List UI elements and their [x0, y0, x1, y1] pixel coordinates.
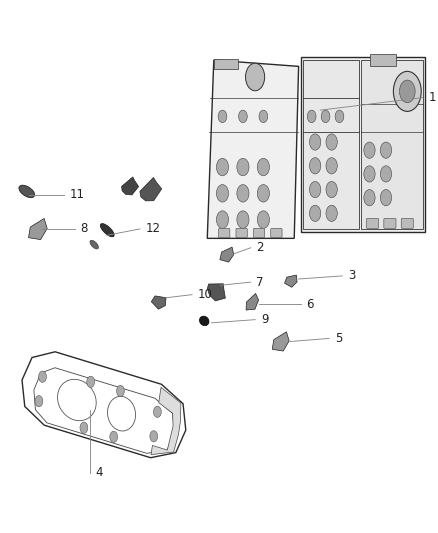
- Circle shape: [310, 181, 321, 198]
- FancyBboxPatch shape: [253, 228, 265, 238]
- Text: 6: 6: [307, 297, 314, 311]
- Text: 7: 7: [256, 276, 264, 289]
- Circle shape: [216, 211, 229, 228]
- Polygon shape: [220, 247, 234, 262]
- Circle shape: [80, 422, 88, 433]
- Circle shape: [335, 110, 344, 123]
- Circle shape: [257, 184, 269, 202]
- Polygon shape: [272, 332, 289, 351]
- Text: 2: 2: [256, 241, 264, 254]
- Circle shape: [218, 110, 227, 123]
- Circle shape: [237, 158, 249, 176]
- Circle shape: [364, 142, 375, 158]
- Polygon shape: [214, 60, 238, 69]
- Text: 10: 10: [198, 288, 212, 301]
- Ellipse shape: [199, 316, 209, 326]
- Circle shape: [239, 110, 247, 123]
- FancyBboxPatch shape: [219, 228, 230, 238]
- Circle shape: [364, 166, 375, 182]
- Circle shape: [39, 371, 46, 382]
- Circle shape: [246, 63, 265, 91]
- Polygon shape: [207, 60, 299, 238]
- Ellipse shape: [19, 185, 35, 198]
- Circle shape: [310, 205, 321, 222]
- Text: 11: 11: [69, 188, 85, 201]
- FancyBboxPatch shape: [367, 219, 378, 228]
- Text: 5: 5: [335, 332, 342, 345]
- Circle shape: [326, 134, 337, 150]
- Polygon shape: [285, 275, 297, 287]
- Circle shape: [364, 190, 375, 206]
- Circle shape: [326, 158, 337, 174]
- Text: 1: 1: [428, 91, 436, 104]
- Circle shape: [216, 184, 229, 202]
- Circle shape: [310, 134, 321, 150]
- Circle shape: [326, 181, 337, 198]
- Text: 4: 4: [95, 466, 103, 479]
- Circle shape: [257, 211, 269, 228]
- Circle shape: [216, 158, 229, 176]
- Polygon shape: [151, 387, 181, 455]
- Polygon shape: [371, 54, 396, 67]
- Ellipse shape: [100, 223, 114, 237]
- Circle shape: [35, 395, 43, 407]
- Circle shape: [237, 184, 249, 202]
- Polygon shape: [122, 177, 138, 195]
- Circle shape: [117, 385, 124, 397]
- FancyBboxPatch shape: [271, 228, 282, 238]
- Circle shape: [380, 142, 392, 158]
- Ellipse shape: [90, 240, 99, 249]
- Polygon shape: [301, 57, 425, 232]
- Circle shape: [237, 211, 249, 228]
- FancyBboxPatch shape: [401, 219, 413, 228]
- Text: 9: 9: [261, 313, 268, 326]
- Polygon shape: [361, 60, 423, 229]
- Circle shape: [153, 406, 161, 417]
- Circle shape: [110, 431, 117, 442]
- Polygon shape: [140, 177, 162, 201]
- Text: 12: 12: [145, 222, 160, 236]
- Circle shape: [150, 431, 158, 442]
- Circle shape: [307, 110, 316, 123]
- FancyBboxPatch shape: [236, 228, 247, 238]
- Circle shape: [380, 190, 392, 206]
- Polygon shape: [207, 284, 226, 301]
- FancyBboxPatch shape: [384, 219, 396, 228]
- Circle shape: [326, 205, 337, 222]
- Polygon shape: [28, 219, 47, 240]
- Circle shape: [257, 158, 269, 176]
- Text: 3: 3: [348, 269, 355, 282]
- Polygon shape: [151, 296, 166, 309]
- Circle shape: [399, 80, 415, 103]
- Text: 8: 8: [80, 222, 88, 236]
- Circle shape: [380, 166, 392, 182]
- Circle shape: [321, 110, 330, 123]
- Circle shape: [310, 158, 321, 174]
- Circle shape: [87, 376, 95, 387]
- Polygon shape: [303, 60, 360, 229]
- Polygon shape: [246, 294, 258, 310]
- Circle shape: [259, 110, 268, 123]
- Circle shape: [393, 71, 421, 111]
